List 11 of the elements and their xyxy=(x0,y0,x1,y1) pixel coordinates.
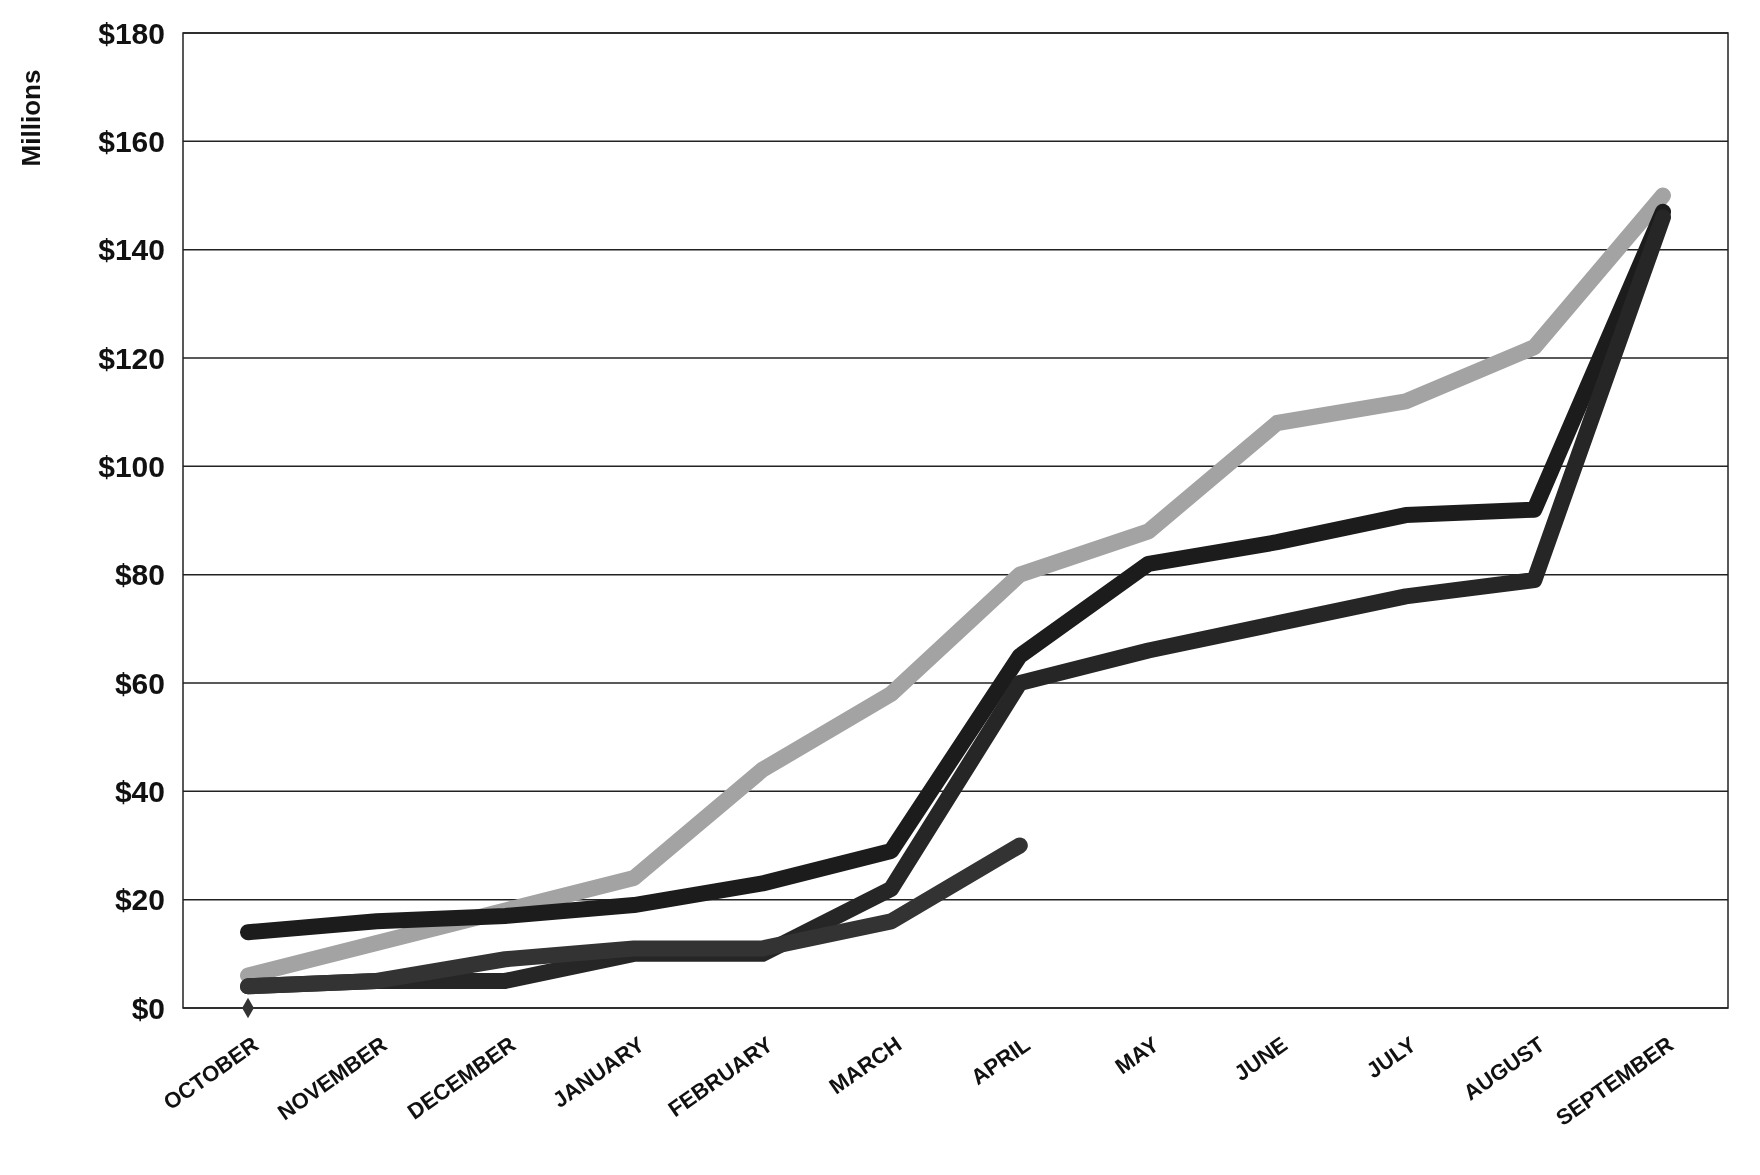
y-tick-label: $80 xyxy=(114,558,165,592)
y-tick-label: $0 xyxy=(131,991,165,1025)
y-tick-label: $20 xyxy=(114,883,165,917)
y-tick-label: $180 xyxy=(98,16,165,50)
y-tick-label: $120 xyxy=(98,341,165,375)
y-tick-label: $160 xyxy=(98,124,165,158)
y-tick-label: $100 xyxy=(98,449,165,483)
y-tick-label: $140 xyxy=(98,233,165,267)
y-tick-label: $60 xyxy=(114,666,165,700)
y-axis-title: Millions xyxy=(16,69,46,167)
y-tick-label: $40 xyxy=(114,774,165,808)
